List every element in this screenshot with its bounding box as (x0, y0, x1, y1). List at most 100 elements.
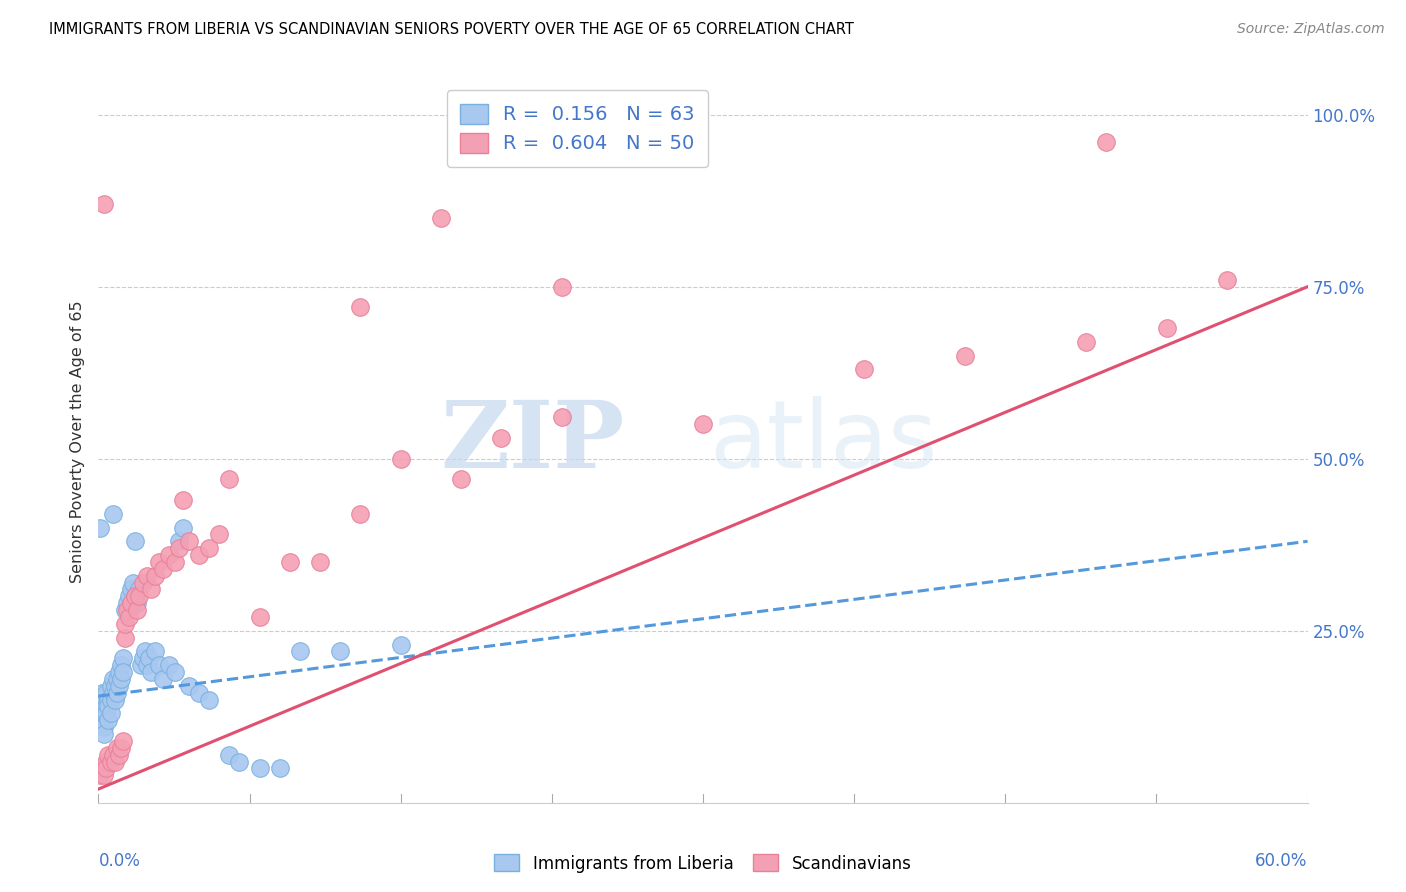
Point (111, 665, 134, 679)
Point (100, 706, 122, 721)
Point (249, 610, 271, 624)
Text: IMMIGRANTS FROM LIBERIA VS SCANDINAVIAN SENIORS POVERTY OVER THE AGE OF 65 CORRE: IMMIGRANTS FROM LIBERIA VS SCANDINAVIAN … (49, 22, 853, 37)
Point (93, 197, 115, 211)
Point (121, 575, 143, 590)
Point (167, 541, 190, 556)
Point (114, 616, 136, 631)
Point (93, 768, 115, 782)
Point (134, 644, 156, 658)
Point (132, 575, 155, 590)
Point (115, 603, 138, 617)
Point (208, 527, 231, 541)
Point (110, 658, 132, 673)
Point (124, 590, 146, 604)
Point (89, 692, 111, 706)
Point (172, 520, 194, 534)
Point (349, 507, 371, 521)
Y-axis label: Seniors Poverty Over the Age of 65: Seniors Poverty Over the Age of 65 (69, 301, 84, 582)
Point (125, 603, 148, 617)
Point (114, 603, 136, 617)
Point (148, 555, 170, 569)
Point (101, 507, 124, 521)
Point (124, 590, 146, 604)
Point (179, 534, 201, 549)
Point (198, 541, 221, 556)
Point (218, 747, 240, 762)
Point (101, 747, 124, 762)
Text: 0.0%: 0.0% (98, 853, 141, 871)
Point (124, 534, 146, 549)
Point (100, 755, 122, 769)
Text: atlas: atlas (710, 395, 938, 488)
Point (96, 706, 118, 721)
Point (103, 692, 125, 706)
Point (138, 651, 160, 665)
Point (93, 727, 115, 741)
Point (148, 658, 170, 673)
Point (491, 431, 513, 445)
Point (309, 555, 332, 569)
Point (249, 761, 271, 775)
Point (450, 472, 472, 486)
Point (132, 651, 155, 665)
Point (163, 665, 186, 679)
Point (430, 211, 453, 225)
Point (188, 686, 211, 700)
Point (135, 568, 157, 582)
Point (129, 658, 152, 673)
Point (91, 686, 114, 700)
Point (114, 631, 136, 645)
Point (91, 699, 114, 714)
Point (139, 665, 162, 679)
Point (152, 562, 174, 576)
Point (278, 555, 301, 569)
Point (96, 686, 118, 700)
Point (269, 761, 291, 775)
Point (97, 692, 120, 706)
Point (110, 740, 132, 755)
Point (101, 686, 124, 700)
Text: 60.0%: 60.0% (1256, 853, 1308, 871)
Point (389, 451, 412, 466)
Point (89, 699, 111, 714)
Point (93, 720, 115, 734)
Point (163, 555, 186, 569)
Legend: R =  0.156   N = 63, R =  0.604   N = 50: R = 0.156 N = 63, R = 0.604 N = 50 (447, 90, 709, 167)
Point (953, 349, 976, 363)
Point (692, 417, 714, 432)
Point (91, 761, 114, 775)
Point (97, 699, 120, 714)
Point (143, 644, 166, 658)
Point (105, 686, 128, 700)
Point (139, 582, 162, 597)
Point (349, 301, 371, 315)
Point (97, 747, 120, 762)
Point (120, 596, 142, 610)
Point (111, 651, 134, 665)
Point (198, 692, 221, 706)
Point (551, 410, 574, 425)
Point (1074, 334, 1097, 349)
Point (100, 679, 122, 693)
Point (107, 679, 129, 693)
Point (179, 679, 201, 693)
Point (101, 672, 124, 686)
Point (118, 590, 141, 604)
Point (128, 582, 150, 597)
Point (91, 713, 114, 727)
Point (135, 658, 157, 673)
Point (97, 713, 120, 727)
Point (143, 568, 166, 582)
Text: ZIP: ZIP (440, 397, 624, 486)
Legend: Immigrants from Liberia, Scandinavians: Immigrants from Liberia, Scandinavians (488, 847, 918, 880)
Point (103, 679, 125, 693)
Point (551, 279, 574, 293)
Point (118, 603, 141, 617)
Point (107, 665, 129, 679)
Point (1095, 135, 1118, 149)
Point (110, 672, 132, 686)
Point (118, 610, 141, 624)
Point (89, 520, 111, 534)
Point (111, 734, 134, 748)
Point (96, 755, 118, 769)
